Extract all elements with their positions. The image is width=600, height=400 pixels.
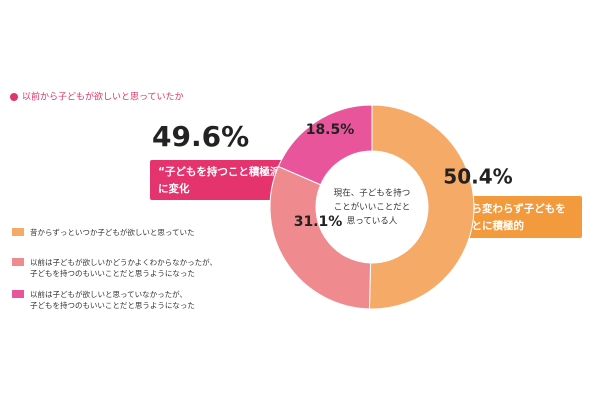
donut-segment: [269, 165, 372, 310]
data-label: 50.4%: [443, 165, 512, 189]
legend-swatch: [12, 228, 24, 236]
annotation-big: 49.6%: [152, 120, 249, 153]
center-label: ことがいいことだと: [334, 202, 411, 213]
legend-label: 以前は子どもが欲しいと思っていなかったが、 子どもを持つのもいいことだと思うよう…: [30, 290, 195, 310]
legend-label: 昔からずっといつか子どもが欲しいと思っていた: [30, 228, 195, 237]
donut-segment: [277, 104, 373, 186]
data-label: 18.5%: [306, 122, 355, 138]
chart-title: 以前から子どもが欲しいと思っていたか: [22, 91, 184, 103]
legend-swatch: [12, 258, 24, 266]
legend-label: 以前は子どもが欲しいかどうかよくわからなかったが、 子どもを持つのもいいことだと…: [30, 258, 217, 278]
callout-text: に変化: [158, 182, 190, 195]
data-label: 31.1%: [294, 214, 343, 230]
callout-text: “子どもを持つこと積極派”: [158, 165, 287, 178]
title-bullet: [10, 93, 18, 101]
callout-box: [150, 160, 308, 200]
center-label: 思っている人: [347, 217, 398, 227]
donut-segment: [368, 104, 475, 310]
center-label: 現在、子どもを持つ: [334, 188, 411, 199]
legend-swatch: [12, 290, 24, 298]
